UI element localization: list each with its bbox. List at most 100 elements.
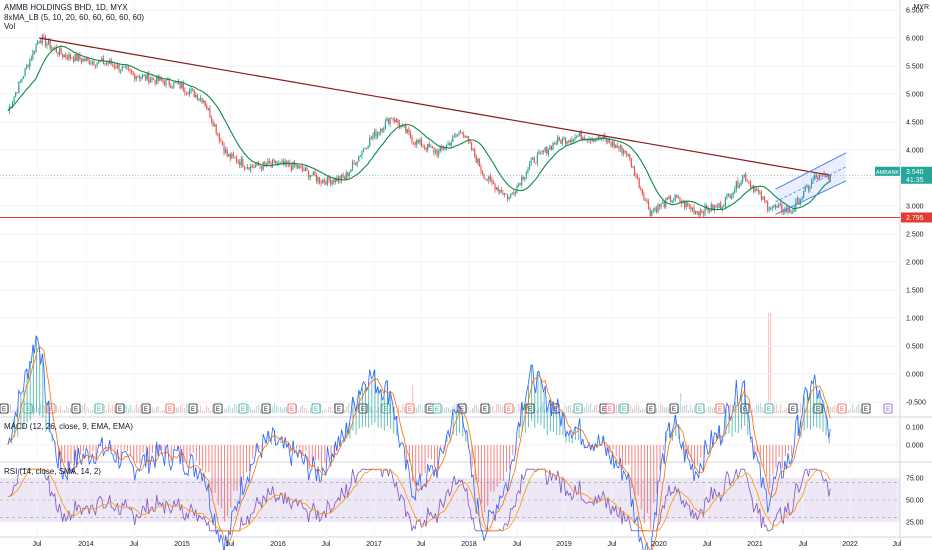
candle-body [162, 80, 164, 82]
volume-bar [280, 406, 282, 413]
candle-body [146, 73, 148, 80]
drawings[interactable] [0, 37, 900, 218]
legend-rsi[interactable]: RSI (14, close, SMA, 14, 2) [4, 467, 101, 476]
volume-bar [642, 408, 644, 413]
legend-title[interactable]: AMMB HOLDINGS BHD, 1D, MYX [4, 3, 128, 12]
candle-body [679, 197, 681, 203]
candle-body [640, 188, 642, 189]
candle-body [77, 55, 79, 61]
macd-histogram-bar [784, 445, 786, 457]
macd-histogram-bar [499, 445, 501, 481]
earnings-marker [188, 403, 198, 414]
volume-bar [692, 409, 694, 413]
earnings-marker-label: E [337, 407, 341, 413]
candle-body [649, 209, 651, 216]
macd-histogram-bar [371, 378, 373, 425]
macd-histogram-bar [531, 364, 533, 421]
earnings-marker-label: E [507, 407, 511, 413]
candle-body [132, 72, 134, 74]
volume-bar [694, 405, 696, 413]
candle-body [535, 162, 537, 164]
volume-bar [132, 410, 134, 413]
legend-macd[interactable]: MACD (12, 26, close, 9, EMA, EMA) [4, 422, 133, 431]
candle-body [604, 135, 606, 139]
macd-histogram-bar [374, 369, 376, 423]
rsi-line [7, 468, 831, 532]
candle-body [361, 152, 363, 156]
candle-body [480, 166, 482, 171]
macd-histogram-bar [647, 445, 649, 514]
earnings-marker-label: E [361, 407, 365, 413]
volume-bar [582, 408, 584, 413]
macd-histogram-bar [424, 445, 426, 474]
macd-histogram-bar [509, 445, 511, 470]
candle-body [720, 203, 722, 210]
earnings-marker-label: E [483, 407, 487, 413]
candle-body [373, 131, 376, 137]
candle-body [530, 159, 532, 165]
volume-bar [628, 403, 630, 413]
candle-body [234, 156, 236, 159]
volume-bar [708, 406, 710, 413]
price-tick-label: 1.500 [906, 288, 924, 295]
legend-vol[interactable]: Vol [4, 22, 16, 31]
candle-body [442, 148, 444, 150]
volume-bar [124, 404, 126, 413]
candle-body [787, 208, 789, 213]
volume-bar [780, 403, 782, 413]
macd-histogram-bar [675, 415, 677, 437]
candle-body [340, 174, 343, 181]
macd-histogram-bar [512, 445, 514, 456]
volume-bar [198, 409, 200, 413]
earnings-marker [115, 403, 125, 414]
volume-bar [236, 405, 238, 413]
earnings-marker-label: E [649, 407, 653, 413]
rsi-pane[interactable] [0, 468, 900, 532]
candle-body [594, 138, 596, 142]
candle-body [29, 59, 31, 68]
candle-body [235, 158, 238, 163]
macd-histogram-bar [211, 445, 213, 494]
volume-bar [394, 406, 396, 413]
volume-bar [514, 407, 516, 413]
candle-body [776, 205, 778, 208]
candle-body [405, 125, 407, 133]
legend-ma[interactable]: 8xMA_LB (5, 10, 20, 60, 60, 60, 60, 60) [4, 13, 145, 22]
macd-histogram-bar [559, 411, 561, 436]
macd-pane[interactable] [0, 335, 900, 550]
candle-body [536, 154, 538, 164]
volume-bar [502, 406, 504, 413]
volume-bar [370, 406, 372, 413]
candle-body [27, 65, 29, 68]
candle-body [527, 169, 529, 173]
macd-histogram-bar [813, 383, 815, 427]
earnings-marker [764, 403, 774, 414]
candle-body [663, 201, 665, 207]
earnings-marker-label: E [2, 407, 6, 413]
candle-body [782, 211, 784, 213]
volume-bar [160, 410, 162, 413]
candle-body [358, 156, 360, 162]
earnings-marker [141, 403, 151, 414]
volume-bar [472, 408, 474, 413]
volume-bar [286, 407, 288, 413]
candle-body [372, 136, 374, 139]
candle-body [519, 183, 521, 186]
volume-bar [456, 403, 458, 413]
candle-body [395, 119, 397, 123]
macd-histogram-bar [455, 413, 457, 436]
volume-bar [668, 407, 670, 413]
candle-body [416, 140, 418, 145]
volume-bar [598, 410, 600, 413]
currency-label[interactable]: MYR [913, 4, 929, 11]
candle-body [398, 123, 401, 128]
earnings-marker [695, 403, 705, 414]
earnings-marker [605, 403, 615, 414]
support-label: 2.795 [906, 215, 924, 222]
volume-bar [302, 405, 304, 413]
main-pane[interactable] [0, 0, 900, 415]
macd-histogram-bar [759, 445, 761, 458]
candle-body [165, 79, 167, 86]
candle-body [290, 166, 292, 170]
